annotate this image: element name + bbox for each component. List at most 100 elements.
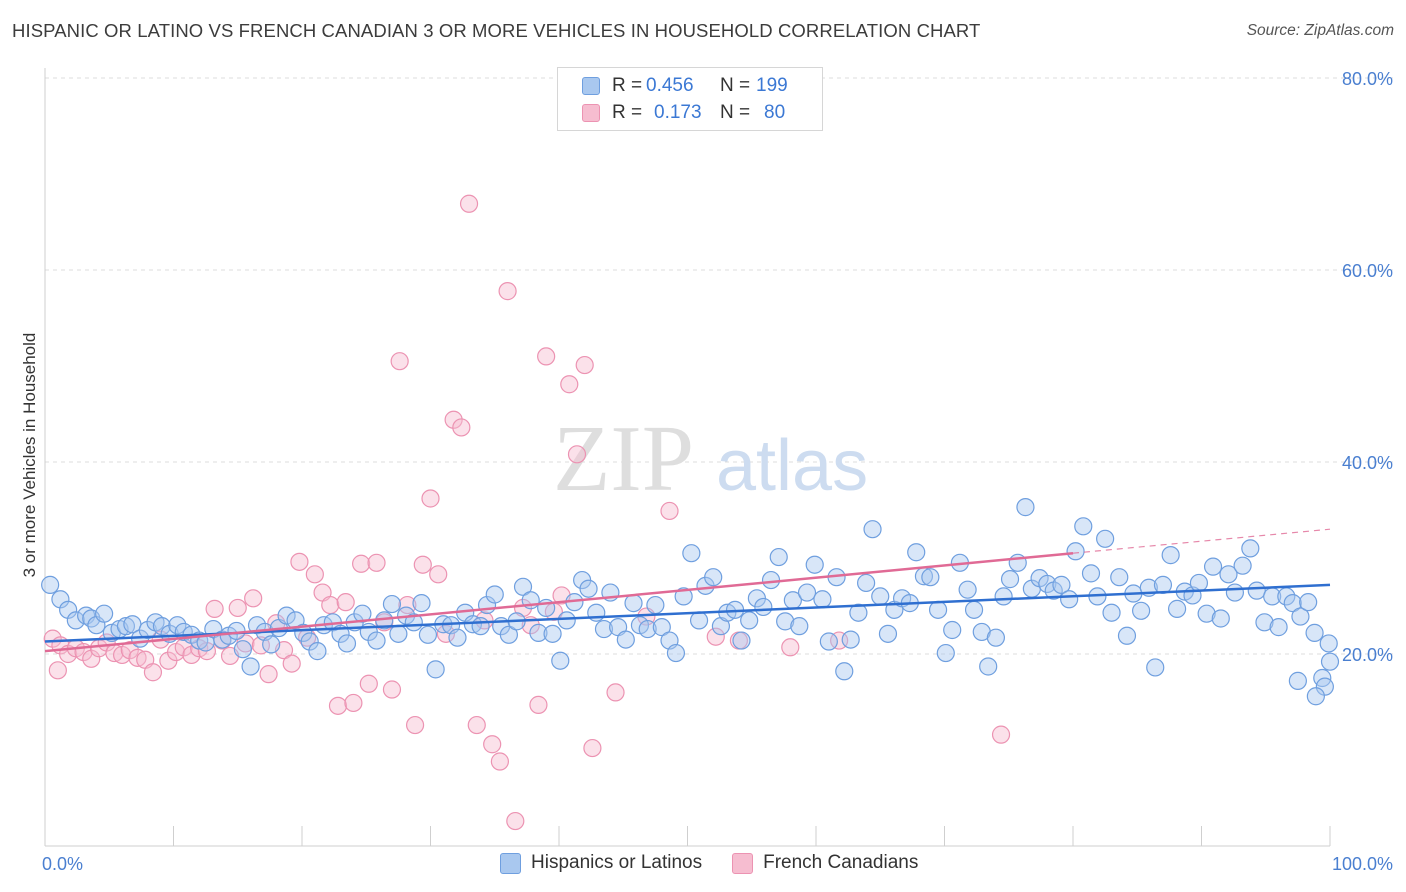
hispanics-point [551,651,570,670]
legend-r-value: 0.173 [654,102,702,123]
hispanics-point [41,575,60,594]
hispanics-point [928,600,948,619]
legend-r-label: R = [612,75,643,96]
hispanics-point [152,617,172,636]
hispanics-point [878,624,898,643]
french-canadians-point [483,735,502,754]
hispanics-point [1299,593,1318,612]
hispanics-point [857,573,876,593]
hispanics-point [1000,570,1020,589]
french-canadians-point [506,811,525,831]
hispanics-point [979,657,998,676]
french-canadians-point [290,552,309,571]
hispanics-point [689,611,709,630]
x-tick-label-max: 100.0% [1332,854,1393,874]
hispanics-point [262,635,281,654]
french-canadians-point [706,627,725,646]
french-canadians-point [205,599,224,618]
hispanics-point [485,585,504,604]
hispanics-point [907,543,926,562]
french-canadians-point [606,683,625,702]
correlation-legend: R = 0.456 N = 199 R = 0.173 N = 80 [557,67,823,131]
hispanics-point [682,544,701,563]
hispanics-point [813,590,832,609]
french-canadians-points [43,194,1011,831]
legend-row-hispanics: R = 0.456 N = 199 [582,74,788,98]
french-canadians-point [413,555,432,574]
watermark: ZIP atlas [553,407,868,511]
hispanics-point [1291,607,1310,626]
legend-n-value: 199 [756,75,788,96]
hispanics-point [594,619,614,639]
hispanics-point [776,612,795,631]
hispanics-point [1283,594,1302,613]
legend-n-value: 80 [764,102,786,123]
legend-swatch-pink [582,104,600,122]
tick-labels: 20.0% 40.0% 60.0% 80.0% 0.0% 100.0% [42,69,1393,874]
hispanics-point [471,617,490,636]
hispanics-point [754,597,773,617]
hispanics-point [300,632,319,651]
hispanics-point [499,625,518,644]
french-canadians-point [228,598,247,618]
hispanics-point [1306,687,1325,706]
hispanics-point [308,642,327,661]
hispanics-point [1110,568,1129,587]
hispanics-point [674,587,693,606]
hispanics-point [543,624,562,643]
y-tick-label: 80.0% [1342,69,1393,89]
hispanics-point [835,662,854,681]
hispanics-point [646,595,665,615]
hispanics-point [666,643,686,663]
hispanics-point [849,603,868,622]
hispanics-point [1320,652,1340,671]
hispanics-point [790,617,809,636]
hispanics-point [616,630,635,649]
hispanics-points [41,498,1340,706]
hispanics-point [921,568,940,587]
french-canadians-trend-line [44,551,1074,653]
hispanics-point [1255,613,1274,632]
hispanics-point [943,620,962,640]
watermark-zip: ZIP [553,407,694,511]
hispanics-point [1016,498,1035,517]
hispanics-point [168,616,187,635]
hispanics-point [1132,601,1151,620]
hispanics-point [233,640,252,659]
hispanics-point [1117,626,1137,645]
hispanics-point [1096,529,1115,548]
legend-label-french-canadians: French Canadians [763,852,919,873]
french-canadians-point [344,693,363,713]
hispanics-point [1288,671,1307,690]
french-canadians-point [498,282,517,301]
hispanics-point [1081,564,1101,583]
hispanics-point [1167,599,1187,618]
french-canadians-point [244,589,263,608]
french-canadians-point [352,554,371,573]
hispanics-point [994,587,1013,606]
hispanics-point [367,631,386,650]
gridlines [45,77,1394,655]
hispanics-point [529,623,548,642]
hispanics-point [1203,557,1223,576]
hispanics-point [1247,581,1266,600]
hispanics-point [986,628,1006,647]
hispanics-point [227,621,246,641]
french-canadians-point [359,674,378,693]
legend-swatch-blue [582,77,600,95]
legend-r-value: 0.456 [646,75,694,96]
hispanics-point [805,555,824,574]
french-canadians-point [336,593,355,612]
french-canadians-point [421,489,440,508]
french-canadians-point [660,501,679,521]
hispanics-point [638,619,657,639]
hispanics-point [1269,618,1288,637]
series-legend: Hispanics or Latinos French Canadians [500,852,948,874]
hispanics-point [557,611,576,630]
french-canadians-point [43,629,62,648]
french-canadians-point [405,715,425,735]
french-canadians-point [452,418,471,437]
hispanics-point [841,630,860,649]
hispanics-point [241,657,260,676]
